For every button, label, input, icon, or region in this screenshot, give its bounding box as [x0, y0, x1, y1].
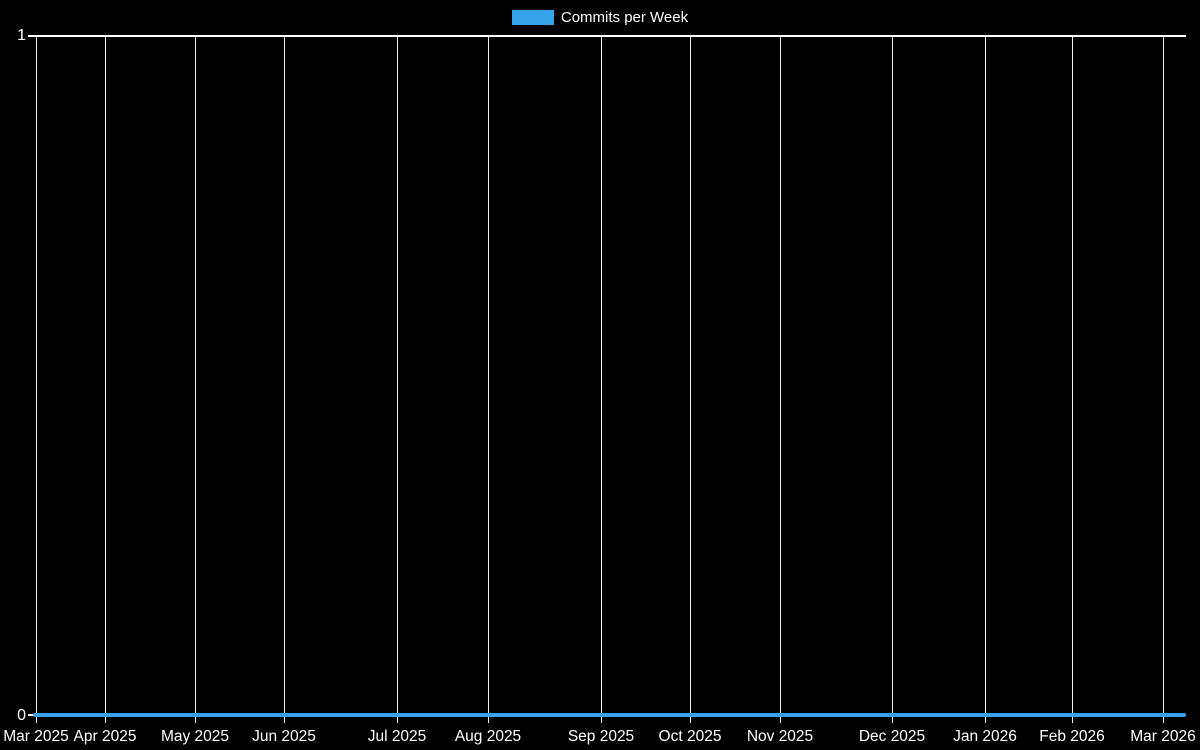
month-gridline: [985, 36, 986, 723]
month-gridline: [601, 36, 602, 723]
month-gridline: [892, 36, 893, 723]
x-tick-label: Sep 2025: [567, 728, 635, 745]
x-tick-label: Aug 2025: [454, 728, 522, 745]
x-tick-label: Mar 2025: [3, 728, 69, 745]
legend-swatch-icon: [511, 10, 554, 25]
month-gridline: [195, 36, 196, 723]
month-gridline: [36, 36, 37, 723]
y-tick-label-min: 0: [17, 707, 26, 724]
x-tick-label: Jul 2025: [367, 728, 427, 745]
x-tick-label: May 2025: [160, 728, 230, 745]
legend-item-commits-per-week[interactable]: Commits per Week: [0, 8, 1200, 27]
month-gridline: [284, 36, 285, 723]
month-gridline: [397, 36, 398, 723]
month-gridline: [105, 36, 106, 723]
y-tick-label-max: 1: [17, 27, 26, 44]
x-tick-label: Jan 2026: [953, 728, 1017, 745]
x-tick-label: Mar 2026: [1130, 728, 1196, 745]
x-tick-label: Oct 2025: [658, 728, 722, 745]
x-tick-label: Apr 2025: [73, 728, 137, 745]
month-gridline: [1072, 36, 1073, 723]
x-tick-label: Jun 2025: [252, 728, 316, 745]
x-tick-label: Feb 2026: [1039, 728, 1105, 745]
month-gridline: [780, 36, 781, 723]
top-gridline: [28, 35, 1186, 37]
x-tick-label: Nov 2025: [746, 728, 814, 745]
x-tick-label: Dec 2025: [858, 728, 926, 745]
commits-line-series: [33, 713, 1186, 717]
legend-label: Commits per Week: [560, 9, 689, 26]
month-gridline: [488, 36, 489, 723]
month-gridline: [1163, 36, 1164, 723]
month-gridline: [690, 36, 691, 723]
y-axis-zero-tick: [28, 714, 36, 716]
